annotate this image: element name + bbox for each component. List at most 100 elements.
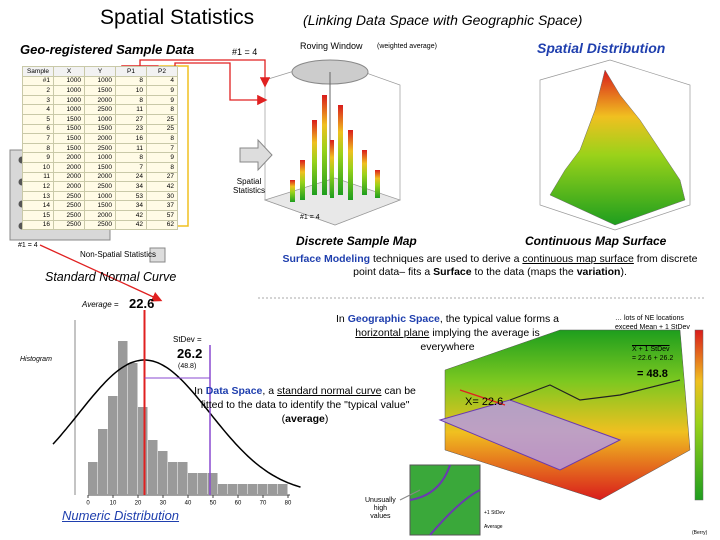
cell: 8: [115, 75, 147, 87]
cell: 5: [22, 113, 54, 125]
header-cell: X: [53, 66, 85, 77]
label: Discrete Sample Map: [296, 234, 417, 248]
text-run: ).: [620, 266, 627, 278]
label: X + 1 StDev = 22.6 + 26.2: [632, 345, 673, 363]
cell: 37: [146, 200, 178, 211]
text-run: Geographic Space: [347, 313, 440, 325]
cell: 2000: [84, 209, 116, 221]
value: 26.2: [177, 346, 203, 361]
cell: 15: [22, 209, 54, 221]
table-row: 13 2500 1000 53 30: [22, 190, 178, 202]
text-run: continuous map surface: [522, 253, 634, 265]
geographic-surface: [438, 329, 691, 501]
cell: 1000: [53, 104, 85, 115]
text-run: , a: [262, 385, 277, 397]
label: = 48.8: [637, 368, 668, 380]
cell: 1500: [53, 113, 85, 125]
text-run: techniques are used to derive a: [370, 253, 523, 265]
x-tick-label: 40: [185, 501, 192, 507]
cell: 8: [146, 133, 178, 144]
cell: 24: [115, 171, 147, 183]
table-header: Sample X Y P1 P2: [22, 66, 178, 77]
value: 22.6: [129, 296, 155, 311]
histogram-bar: [278, 484, 288, 495]
text-run: Surface Modeling: [282, 253, 371, 265]
label: (weighted average): [377, 43, 437, 50]
label: Unusually: [365, 497, 396, 504]
cell: 2000: [84, 94, 116, 106]
cell: 8: [146, 161, 178, 173]
cell: 7: [115, 161, 147, 173]
label: values: [370, 513, 391, 520]
arrow: [139, 59, 271, 88]
cell: 13: [22, 190, 54, 202]
text-run: the average is everywhere: [420, 327, 540, 353]
table-row: 4 1000 2500 11 8: [22, 104, 178, 115]
histogram-bar: [218, 484, 228, 495]
cell: 34: [115, 181, 147, 192]
cell: 30: [146, 190, 178, 202]
label: Unusually high values: [365, 497, 396, 521]
histogram-bar: [208, 473, 218, 495]
cell: 2500: [53, 190, 85, 202]
cell: 2500: [84, 104, 116, 115]
cell: 2000: [84, 171, 116, 183]
cell: 2000: [84, 133, 116, 144]
table-row: 7 1500 2000 16 8: [22, 133, 178, 144]
header-cell: P2: [146, 66, 178, 77]
label: = 22.6 + 26.2: [632, 355, 674, 362]
subtitle: (Linking Data Space with Geographic Spac…: [303, 12, 583, 28]
text-run: In: [194, 385, 206, 397]
x-tick-label: 0: [86, 501, 90, 507]
cell: 1500: [53, 133, 85, 144]
cell: 2000: [53, 152, 85, 163]
text-run: standard normal curve: [276, 385, 382, 397]
label: StDev =: [173, 335, 202, 344]
text-run: to the data (maps the: [471, 266, 577, 278]
x-tick-label: 20: [135, 501, 142, 507]
table-row: 9 2000 1000 8 9: [22, 152, 178, 163]
cell: 25: [146, 113, 178, 125]
label: Geo-registered Sample Data: [20, 42, 195, 57]
cell: 2000: [53, 171, 85, 183]
cell: 42: [146, 181, 178, 192]
cell: 16: [115, 133, 147, 144]
cell: 12: [22, 181, 54, 192]
cell: 2000: [53, 161, 85, 173]
label: Histogram: [20, 356, 52, 363]
x-tick-label: 80: [285, 501, 292, 507]
table-row: 16 2500 2500 42 62: [22, 219, 178, 231]
cell: 23: [115, 123, 147, 135]
label: Numeric Distribution: [62, 508, 180, 523]
label: #1 = 4: [18, 242, 38, 249]
histogram-bar: [148, 440, 158, 495]
x-tick-label: 30: [160, 501, 167, 507]
cell: 10: [115, 85, 147, 96]
histogram-bar: [228, 484, 238, 495]
label: X + 1 StDev: [632, 346, 670, 353]
text-run: Data Space: [205, 385, 263, 397]
cell: 57: [146, 209, 178, 221]
cell: 2500: [53, 219, 85, 231]
label: Spatial Statistics: [233, 177, 265, 195]
histogram-bar: [108, 396, 118, 495]
cell: 2500: [53, 209, 85, 221]
normal-curve: [52, 359, 301, 488]
cell: 2000: [53, 181, 85, 192]
surface-text: Surface Modeling techniques are used to …: [280, 253, 700, 279]
cell: 3: [22, 94, 54, 106]
header-cell: P1: [115, 66, 147, 77]
cell: 11: [22, 171, 54, 183]
histogram-bar: [138, 407, 148, 495]
cell: 1000: [53, 85, 85, 96]
text-run: be fitted to the data to identify: [200, 385, 416, 411]
histogram-bar: [98, 429, 108, 495]
cell: 10: [22, 161, 54, 173]
cell: 1500: [84, 85, 116, 96]
x-tick-label: 50: [210, 501, 217, 507]
cell: 11: [115, 104, 147, 115]
cell: 1000: [53, 94, 85, 106]
cell: 2500: [84, 219, 116, 231]
histogram-bar: [268, 484, 278, 495]
